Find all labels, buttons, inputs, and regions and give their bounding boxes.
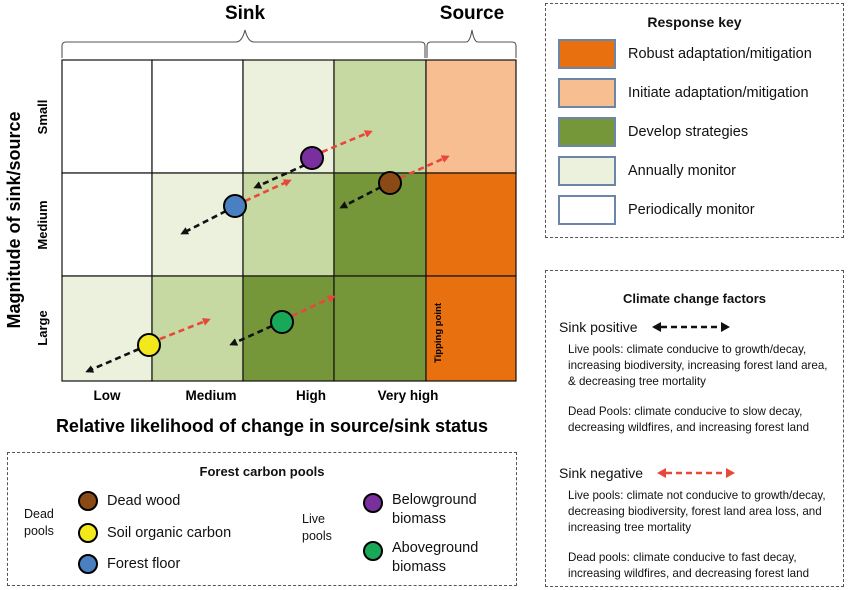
key-label-robust: Robust adaptation/mitigation xyxy=(628,46,812,62)
legend-item-aboveground-biomass: Aboveground biomass xyxy=(363,539,502,577)
belowground-sink-positive-arrow xyxy=(253,163,306,189)
live-pools-group-label: Live pools xyxy=(302,512,332,543)
key-swatch-periodically xyxy=(558,195,616,225)
key-label-periodically: Periodically monitor xyxy=(628,202,755,218)
risk-matrix: Sink Source Tipping point Small Medium L… xyxy=(4,3,517,436)
key-label-initiate: Initiate adaptation/mitigation xyxy=(628,85,809,101)
sink-positive-dead-text: Dead Pools: climate conducive to slow de… xyxy=(568,405,810,434)
sink-positive-arrow-icon xyxy=(651,322,730,332)
belowground-biomass-dot xyxy=(363,493,383,513)
belowground-sink-negative-arrow xyxy=(321,130,373,154)
source-label: Source xyxy=(440,3,504,24)
key-row-periodically: Periodically monitor xyxy=(558,194,755,226)
dead-wood-dot xyxy=(78,491,98,511)
cell-small-source xyxy=(425,59,517,174)
col-label-veryhigh: Very high xyxy=(378,388,439,403)
deadwood-sink-positive-arrow xyxy=(339,185,382,209)
key-label-annually: Annually monitor xyxy=(628,163,736,179)
cell-medium-source xyxy=(425,172,517,277)
soil-organic-carbon-dot xyxy=(78,523,98,543)
forestfloor-sink-positive-arrow xyxy=(180,209,227,235)
soil-sink-negative-arrow xyxy=(159,318,211,341)
x-axis-title: Relative likelihood of change in source/… xyxy=(56,416,488,436)
col-label-high: High xyxy=(296,388,326,403)
y-axis-title: Magnitude of sink/source xyxy=(4,111,24,328)
cell-large-source xyxy=(425,275,517,382)
climate-factors-panel: Climate change factors Sink positive Liv… xyxy=(545,270,844,587)
cell-large-veryhigh xyxy=(333,275,427,382)
key-row-annually: Annually monitor xyxy=(558,155,736,187)
sink-negative-live-text: Live pools: climate not conducive to gro… xyxy=(568,489,826,534)
cell-medium-veryhigh xyxy=(333,172,427,277)
sink-negative-dead-text: Dead pools: climate conducive to fast de… xyxy=(568,551,810,580)
key-label-develop: Develop strategies xyxy=(628,124,749,140)
sink-positive-live-text: Live pools: climate conducive to growth/… xyxy=(568,343,828,388)
aboveground-sink-positive-arrow xyxy=(229,324,273,346)
key-swatch-annually xyxy=(558,156,616,186)
aboveground-biomass-dot xyxy=(363,541,383,561)
cell-medium-low xyxy=(61,172,153,277)
dead-pools-group-label: Dead pools xyxy=(24,507,54,538)
cell-medium-high xyxy=(242,172,335,277)
deadwood-sink-negative-arrow xyxy=(399,155,450,180)
key-row-develop: Develop strategies xyxy=(558,116,748,148)
sink-negative-row: Sink negative xyxy=(559,465,736,481)
aboveground-biomass-marker xyxy=(270,310,294,334)
cell-large-low xyxy=(61,275,153,382)
response-key-title: Response key xyxy=(647,14,742,30)
key-swatch-develop xyxy=(558,117,616,147)
forest-floor-dot xyxy=(78,554,98,574)
legend-label-forest-floor: Forest floor xyxy=(107,556,181,572)
soil-organic-carbon-marker xyxy=(137,333,161,357)
sink-positive-row: Sink positive xyxy=(559,319,730,335)
carbon-pools-title: Forest carbon pools xyxy=(199,464,325,479)
legend-label-aboveground-biomass: Aboveground biomass xyxy=(392,540,479,575)
legend-item-dead-wood: Dead wood xyxy=(78,491,180,511)
dead-wood-marker xyxy=(378,171,402,195)
row-label-medium: Medium xyxy=(35,200,50,249)
sink-brace xyxy=(61,29,426,58)
key-row-robust: Robust adaptation/mitigation xyxy=(558,38,812,70)
carbon-pools-legend: Forest carbon pools Dead pools Live pool… xyxy=(7,452,517,586)
key-swatch-initiate xyxy=(558,78,616,108)
climate-factors-title: Climate change factors xyxy=(622,291,767,306)
cell-large-medium xyxy=(151,275,244,382)
forestfloor-sink-negative-arrow xyxy=(244,179,292,203)
row-label-small: Small xyxy=(35,100,50,135)
key-row-initiate: Initiate adaptation/mitigation xyxy=(558,77,809,109)
legend-label-belowground-biomass: Belowground biomass xyxy=(392,492,477,527)
tipping-point-label: Tipping point xyxy=(433,302,444,363)
source-brace xyxy=(426,29,517,58)
legend-item-belowground-biomass: Belowground biomass xyxy=(363,491,482,529)
response-key-panel: Response key Robust adaptation/mitigatio… xyxy=(545,3,844,238)
sink-positive-label: Sink positive xyxy=(559,319,638,335)
cell-small-medium xyxy=(151,59,244,174)
legend-label-dead-wood: Dead wood xyxy=(107,493,181,509)
sink-negative-arrow-icon xyxy=(657,468,736,478)
forest-floor-marker xyxy=(223,194,247,218)
legend-item-soil-organic-carbon: Soil organic carbon xyxy=(78,523,231,543)
legend-label-soil-organic-carbon: Soil organic carbon xyxy=(107,525,232,541)
col-label-low: Low xyxy=(94,388,121,403)
sink-negative-label: Sink negative xyxy=(559,465,644,481)
row-label-large: Large xyxy=(35,310,50,345)
cell-small-low xyxy=(61,59,153,174)
belowground-biomass-marker xyxy=(300,146,324,170)
cell-small-veryhigh xyxy=(333,59,427,174)
col-label-medium: Medium xyxy=(185,388,236,403)
key-swatch-robust xyxy=(558,39,616,69)
legend-item-forest-floor: Forest floor xyxy=(78,554,180,574)
aboveground-sink-negative-arrow xyxy=(291,295,336,318)
sink-label: Sink xyxy=(225,3,266,24)
